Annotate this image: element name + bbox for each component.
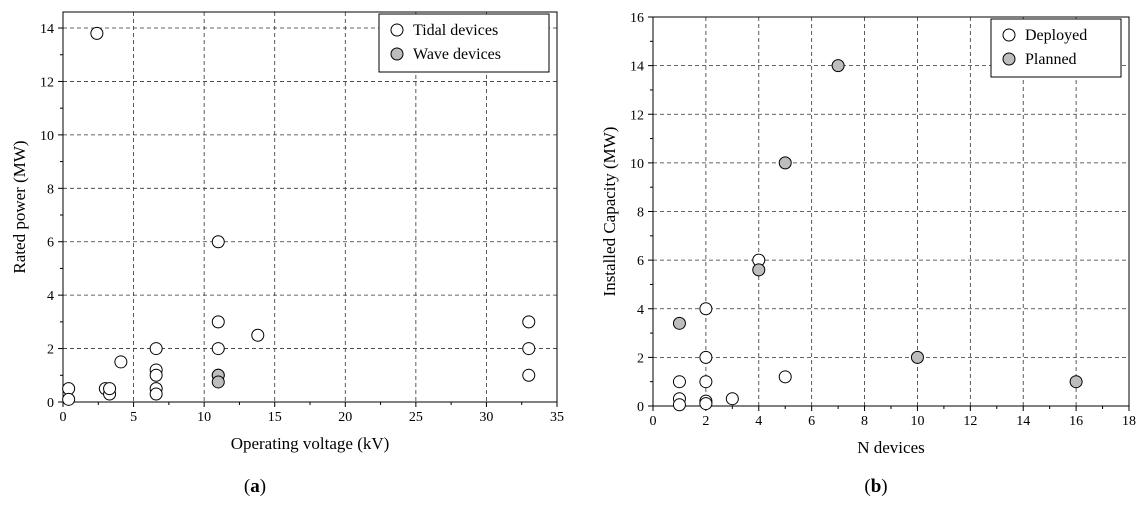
x-tick-label: 18 bbox=[1122, 414, 1136, 429]
series-wave-devices bbox=[211, 368, 225, 389]
data-point bbox=[62, 392, 76, 406]
data-point bbox=[831, 59, 845, 73]
legend-marker bbox=[1002, 28, 1016, 42]
panel-label-close: ) bbox=[881, 476, 887, 497]
x-tick-label: 10 bbox=[197, 410, 211, 425]
chart-b-installed-capacity-vs-n-devices: 0 2 4 6 8 10 12 14 16 18 0 2 4 6 8 10 12 14 16 N devices Ins… bbox=[600, 11, 1136, 497]
x-tick-label: 12 bbox=[963, 414, 977, 429]
x-tick-label: 5 bbox=[130, 410, 137, 425]
y-axis: 0 2 4 6 8 10 12 14 16 bbox=[630, 11, 653, 415]
data-point bbox=[699, 350, 713, 364]
y-tick-label: 2 bbox=[637, 351, 644, 366]
x-tick-label: 16 bbox=[1069, 414, 1083, 429]
panel-label-letter: b bbox=[871, 476, 882, 497]
legend-entry-label: Tidal devices bbox=[413, 22, 498, 39]
x-axis-title: Operating voltage (kV) bbox=[231, 434, 390, 453]
y-tick-label: 2 bbox=[47, 343, 54, 358]
data-point bbox=[672, 316, 686, 330]
data-point bbox=[103, 382, 117, 396]
data-point bbox=[149, 342, 163, 356]
panel-label: (a) bbox=[244, 476, 266, 497]
data-point bbox=[522, 315, 536, 329]
y-tick-label: 0 bbox=[47, 396, 54, 411]
chart-a-rated-power-vs-voltage: 0 5 10 15 20 25 30 35 0 2 4 6 8 10 12 14 Operating volta… bbox=[10, 11, 564, 497]
y-tick-label: 12 bbox=[630, 108, 644, 123]
legend-box bbox=[378, 13, 550, 73]
y-axis: 0 2 4 6 8 10 12 14 bbox=[40, 22, 63, 411]
x-axis: 0 2 4 6 8 10 12 14 16 18 bbox=[650, 406, 1136, 429]
data-point bbox=[90, 26, 104, 40]
panel-label-open: ( bbox=[244, 476, 250, 497]
data-point bbox=[522, 342, 536, 356]
x-tick-label: 10 bbox=[910, 414, 924, 429]
data-point bbox=[211, 342, 225, 356]
legend-marker bbox=[390, 23, 404, 37]
data-point bbox=[1069, 375, 1083, 389]
data-point bbox=[725, 392, 739, 406]
legend-marker bbox=[390, 47, 404, 61]
x-tick-label: 0 bbox=[650, 414, 657, 429]
data-point bbox=[752, 263, 766, 277]
panel-label-open: ( bbox=[864, 476, 870, 497]
data-point bbox=[910, 350, 924, 364]
data-point bbox=[672, 375, 686, 389]
data-point bbox=[114, 355, 128, 369]
grid bbox=[653, 17, 1129, 407]
x-tick-label: 14 bbox=[1016, 414, 1030, 429]
y-tick-label: 0 bbox=[637, 400, 644, 415]
panel-label-close: ) bbox=[260, 476, 266, 497]
data-point bbox=[149, 387, 163, 401]
legend-entry-label: Deployed bbox=[1025, 27, 1087, 44]
legend-entry-label: Planned bbox=[1025, 51, 1077, 68]
data-point bbox=[211, 375, 225, 389]
x-tick-label: 35 bbox=[550, 410, 564, 425]
legend-box bbox=[990, 18, 1122, 78]
data-point bbox=[211, 235, 225, 249]
data-point bbox=[211, 315, 225, 329]
data-point bbox=[699, 375, 713, 389]
data-point bbox=[699, 302, 713, 316]
legend-entry-label: Wave devices bbox=[413, 46, 501, 63]
legend-marker bbox=[1002, 52, 1016, 66]
legend: Tidal devices Wave devices bbox=[378, 13, 550, 73]
y-axis-title: Rated power (MW) bbox=[10, 140, 29, 273]
y-tick-label: 8 bbox=[637, 206, 644, 221]
y-tick-label: 14 bbox=[40, 22, 54, 37]
series-deployed bbox=[672, 253, 792, 412]
y-tick-label: 16 bbox=[630, 11, 644, 26]
data-point bbox=[522, 368, 536, 382]
x-tick-label: 4 bbox=[755, 414, 762, 429]
panel-label-letter: a bbox=[250, 476, 260, 497]
panel-label: (b) bbox=[864, 476, 887, 497]
data-point bbox=[251, 328, 265, 342]
x-tick-label: 20 bbox=[338, 410, 352, 425]
data-point bbox=[699, 397, 713, 411]
y-tick-label: 6 bbox=[47, 236, 54, 251]
x-tick-label: 30 bbox=[479, 410, 493, 425]
x-tick-label: 25 bbox=[409, 410, 423, 425]
y-tick-label: 12 bbox=[40, 75, 54, 90]
data-point bbox=[672, 398, 686, 412]
series-planned bbox=[672, 59, 1083, 389]
x-tick-label: 0 bbox=[60, 410, 67, 425]
x-tick-label: 6 bbox=[808, 414, 815, 429]
x-tick-label: 8 bbox=[861, 414, 868, 429]
data-point bbox=[149, 368, 163, 382]
y-tick-label: 4 bbox=[637, 303, 644, 318]
data-point bbox=[778, 370, 792, 384]
y-axis-title: Installed Capacity (MW) bbox=[600, 127, 619, 297]
x-axis-title: N devices bbox=[857, 438, 925, 457]
legend: Deployed Planned bbox=[990, 18, 1122, 78]
y-tick-label: 8 bbox=[47, 182, 54, 197]
x-tick-label: 15 bbox=[268, 410, 282, 425]
y-tick-label: 10 bbox=[40, 129, 54, 144]
y-tick-label: 6 bbox=[637, 254, 644, 269]
y-tick-label: 4 bbox=[47, 289, 54, 304]
y-tick-label: 14 bbox=[630, 60, 644, 75]
y-tick-label: 10 bbox=[630, 157, 644, 172]
data-point bbox=[778, 156, 792, 170]
x-axis: 0 5 10 15 20 25 30 35 bbox=[60, 402, 564, 425]
x-tick-label: 2 bbox=[702, 414, 709, 429]
